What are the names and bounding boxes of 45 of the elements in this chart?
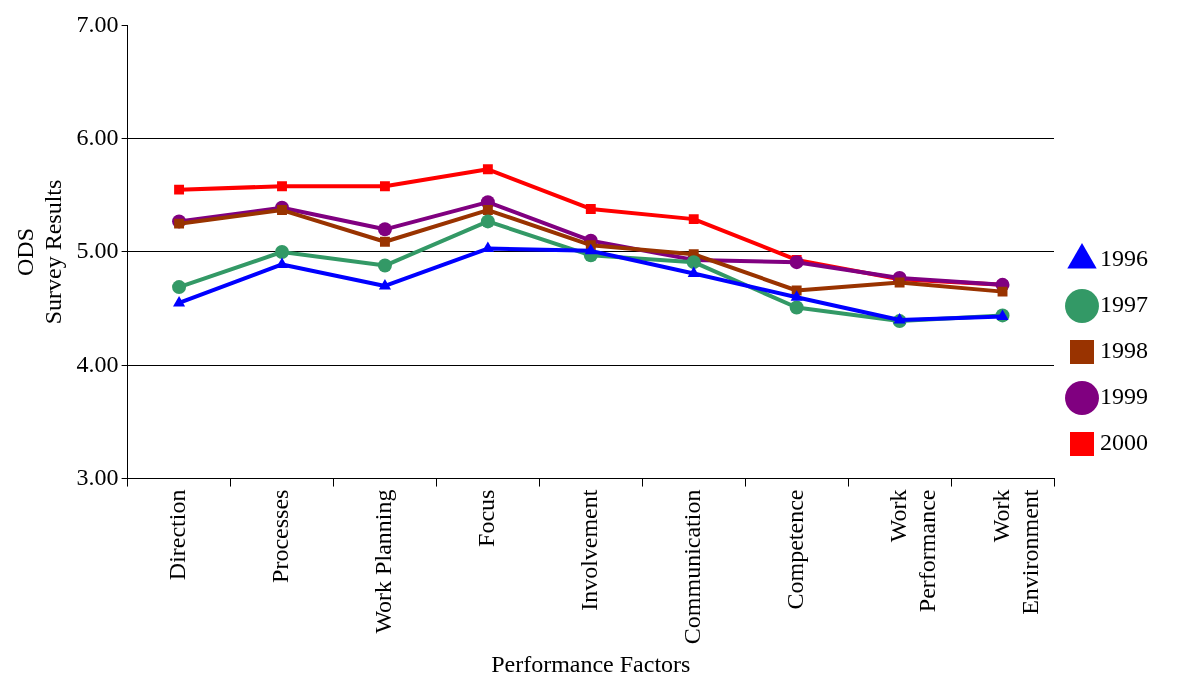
point bbox=[688, 214, 699, 225]
point bbox=[377, 222, 392, 237]
point bbox=[277, 205, 287, 216]
point bbox=[379, 181, 390, 192]
point bbox=[377, 258, 392, 273]
point bbox=[174, 184, 185, 195]
x-tick-label: Work Environment bbox=[987, 489, 1043, 615]
x-tick-label: Focus bbox=[473, 489, 500, 547]
point bbox=[173, 295, 186, 307]
point bbox=[789, 255, 804, 270]
y-tick-label: 7.00 bbox=[76, 10, 119, 37]
x-axis-title: Performance Factors bbox=[491, 650, 691, 677]
x-tick-label: Work Performance bbox=[884, 489, 940, 613]
legend-label: 1998 bbox=[1100, 337, 1148, 364]
point bbox=[277, 181, 287, 192]
y-tick-label: 3.00 bbox=[76, 463, 119, 490]
point bbox=[789, 300, 804, 315]
y-tick-label: 6.00 bbox=[76, 123, 119, 150]
x-tick-label: Processes bbox=[267, 489, 294, 583]
point bbox=[585, 203, 596, 214]
x-tick-label: Direction bbox=[164, 489, 191, 581]
point bbox=[687, 266, 700, 277]
x-tick-label: Work Planning bbox=[370, 489, 397, 634]
legend-label: 2000 bbox=[1100, 429, 1148, 456]
x-tick-label: Competence bbox=[781, 489, 808, 610]
legend-label: 1996 bbox=[1100, 245, 1148, 272]
point bbox=[174, 218, 185, 229]
y-tick-label: 4.00 bbox=[76, 350, 119, 377]
point bbox=[790, 290, 803, 301]
legend-label: 1997 bbox=[1100, 291, 1148, 318]
point bbox=[893, 312, 906, 324]
y-axis-title: ODS Survey Results bbox=[11, 179, 67, 325]
point bbox=[997, 286, 1008, 297]
point bbox=[480, 214, 495, 229]
point bbox=[482, 164, 493, 175]
y-tick-label: 5.00 bbox=[76, 237, 119, 264]
point bbox=[275, 244, 289, 259]
x-tick-label: Communication bbox=[679, 489, 706, 645]
point bbox=[584, 243, 597, 255]
x-tick-label: Involvement bbox=[576, 489, 603, 611]
point bbox=[482, 205, 493, 216]
point bbox=[379, 236, 390, 247]
point bbox=[172, 280, 187, 295]
legend-label: 1999 bbox=[1100, 383, 1148, 410]
point bbox=[378, 278, 391, 290]
